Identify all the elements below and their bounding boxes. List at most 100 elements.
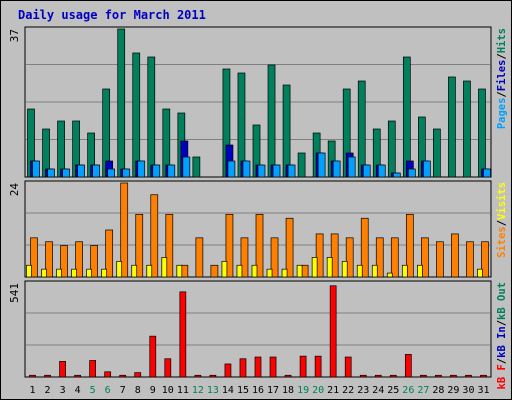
bar-visits xyxy=(41,268,47,278)
bar-visits xyxy=(326,257,333,278)
bar-hits xyxy=(448,76,456,178)
bar-kbf xyxy=(480,374,487,378)
bar-kbf xyxy=(299,355,307,378)
bar-sites xyxy=(240,237,249,278)
x-tick-label: 12 xyxy=(192,385,204,396)
x-tick-label: 4 xyxy=(75,385,81,396)
bar-hits xyxy=(387,120,396,178)
bar-kbf xyxy=(44,374,51,378)
bar-pages xyxy=(272,164,281,178)
legend-pages: Pages xyxy=(496,98,508,130)
y-max-label: 24 xyxy=(8,183,21,197)
bar-kbf xyxy=(59,361,66,378)
bar-visits xyxy=(251,264,258,278)
bar-hits xyxy=(282,84,291,178)
bar-pages xyxy=(347,156,356,178)
bar-sites xyxy=(360,217,369,278)
bar-sites xyxy=(45,241,53,278)
bar-kbf xyxy=(209,374,217,378)
bar-sites xyxy=(105,229,114,278)
bar-kbf xyxy=(254,356,262,378)
bar-visits xyxy=(311,257,318,278)
bar-pages xyxy=(407,168,416,178)
bar-hits xyxy=(117,28,126,178)
x-tick-label: 27 xyxy=(417,385,429,396)
x-tick-label: 24 xyxy=(372,385,384,396)
bar-pages xyxy=(107,168,116,178)
x-tick-label: 9 xyxy=(150,385,156,396)
legend-separator: / xyxy=(496,220,508,226)
bar-hits xyxy=(433,128,441,178)
bar-visits xyxy=(161,257,168,278)
bar-pages xyxy=(377,164,386,178)
x-tick-label: 21 xyxy=(327,385,339,396)
bar-sites xyxy=(255,213,264,278)
bar-visits xyxy=(146,264,153,278)
x-tick-label: 15 xyxy=(237,385,249,396)
bar-pages xyxy=(47,168,55,178)
bar-sites xyxy=(345,237,354,278)
bar-visits xyxy=(71,268,77,278)
bar-pages xyxy=(332,160,341,178)
bar-sites xyxy=(375,237,384,278)
bar-kbf xyxy=(119,374,127,378)
bar-sites xyxy=(421,237,429,278)
x-tick-label: 16 xyxy=(252,385,264,396)
bar-pages xyxy=(122,168,131,178)
bar-kbf xyxy=(450,374,457,378)
bar-sites xyxy=(390,237,399,278)
bar-visits xyxy=(116,260,123,278)
legend-kbf: kB F xyxy=(496,364,508,389)
bar-hits xyxy=(132,52,141,178)
x-tick-label: 29 xyxy=(447,385,459,396)
x-tick-label: 18 xyxy=(282,385,294,396)
panel-legend: Pages/Files/Hits xyxy=(496,28,508,129)
x-tick-label: 20 xyxy=(312,385,324,396)
bar-sites xyxy=(30,237,38,278)
bar-visits xyxy=(131,264,138,278)
bar-kbf xyxy=(359,374,367,378)
bar-pages xyxy=(182,156,191,178)
bar-visits xyxy=(386,272,393,278)
x-tick-label: 10 xyxy=(162,385,174,396)
legend-separator: / xyxy=(496,320,508,326)
bar-visits xyxy=(176,264,183,278)
bars-kbytes xyxy=(29,285,487,378)
bar-visits xyxy=(281,268,288,278)
bar-kbf xyxy=(89,360,96,378)
bar-sites xyxy=(330,233,339,278)
bar-hits xyxy=(57,120,65,178)
bar-kbf xyxy=(29,374,36,378)
bar-kbf xyxy=(284,374,292,378)
bar-sites xyxy=(451,233,459,278)
bar-sites xyxy=(466,241,474,278)
bar-hits xyxy=(192,156,201,178)
bar-kbf xyxy=(314,355,322,378)
bar-kbf xyxy=(420,374,427,378)
x-tick-label: 28 xyxy=(432,385,444,396)
bar-sites xyxy=(120,182,129,278)
bar-pages xyxy=(362,164,371,178)
bar-kbf xyxy=(134,372,142,378)
bar-kbf xyxy=(224,363,232,378)
x-tick-label: 2 xyxy=(45,385,51,396)
legend-kbout: kB Out xyxy=(496,282,508,320)
x-tick-label: 7 xyxy=(120,385,126,396)
panel-legend: Sites/Visits xyxy=(496,182,508,258)
bar-pages xyxy=(137,160,146,178)
bars-sites-visits xyxy=(26,182,489,278)
x-tick-label: 5 xyxy=(90,385,96,396)
bar-pages xyxy=(483,168,491,178)
x-tick-label: 30 xyxy=(462,385,474,396)
bar-hits xyxy=(402,56,411,178)
bar-visits xyxy=(56,268,62,278)
bar-pages xyxy=(152,164,161,178)
bar-visits xyxy=(101,268,108,278)
bar-visits xyxy=(266,268,273,278)
bar-kbf xyxy=(74,374,81,378)
bar-kbf xyxy=(404,354,412,378)
x-tick-label: 26 xyxy=(402,385,414,396)
x-tick-label: 14 xyxy=(222,385,234,396)
